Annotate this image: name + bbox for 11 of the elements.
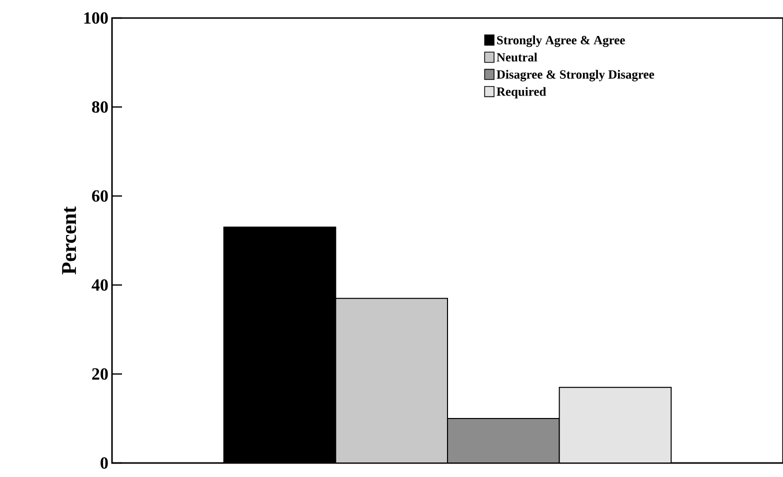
y-axis-title: Percent — [62, 206, 76, 274]
y-tick-label: 80 — [92, 101, 108, 113]
y-tick-label: 40 — [92, 279, 108, 291]
y-tick-label: 100 — [84, 12, 108, 24]
legend-label: Disagree & Strongly Disagree — [496, 70, 654, 82]
legend-label: Strongly Agree & Agree — [497, 36, 625, 47]
y-tick-label: 60 — [92, 190, 108, 202]
y-tick-label: 0 — [100, 457, 108, 469]
legend-label: Neutral — [496, 52, 538, 62]
legend-label: Required — [496, 87, 546, 98]
y-tick-label: 20 — [92, 368, 108, 380]
